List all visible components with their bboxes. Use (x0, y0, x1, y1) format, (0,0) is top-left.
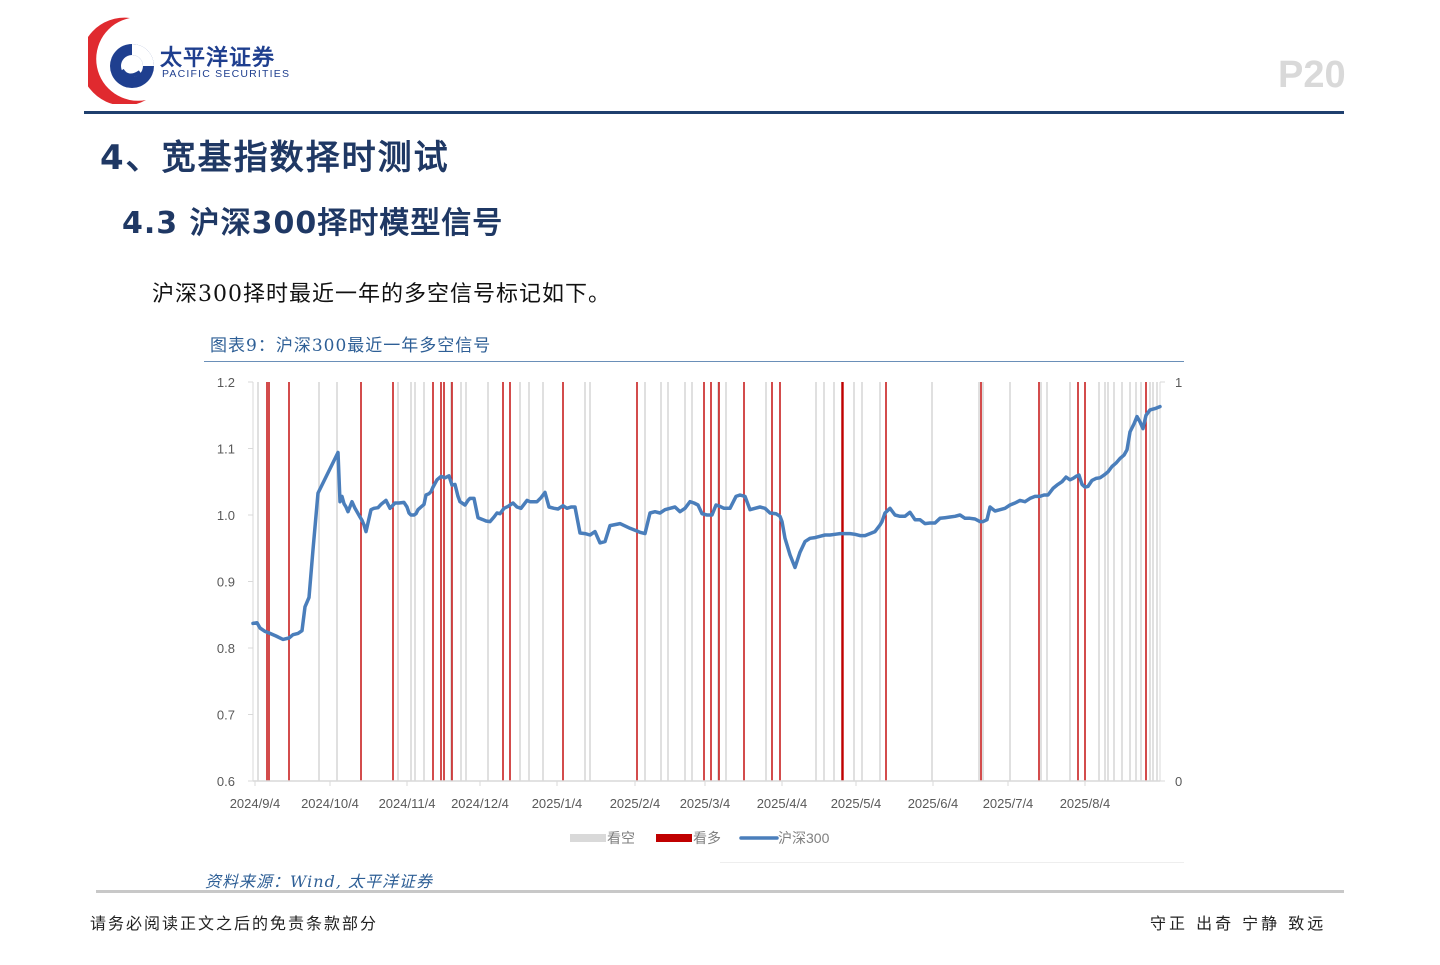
x-tick-label: 2024/10/4 (301, 796, 359, 811)
legend-label: 看多 (693, 830, 721, 846)
footer-disclaimer: 请务必阅读正文之后的免责条款部分 (90, 914, 379, 933)
y2-tick-label: 0 (1175, 774, 1182, 789)
x-tick-label: 2025/5/4 (831, 796, 882, 811)
y-tick-label: 0.7 (217, 708, 235, 723)
legend-swatch-icon (570, 834, 606, 842)
chart-axes: 1.2 1.1 1.0 0.9 0.8 0.7 0.6 1 0 2024/9/4 2024/10/4… (217, 375, 1182, 811)
legend-swatch-icon (656, 834, 692, 842)
footer-divider (96, 890, 1344, 893)
x-tick-label: 2024/11/4 (379, 796, 436, 811)
x-tick-label: 2025/6/4 (908, 796, 959, 811)
section-heading: 4、宽基指数择时测试 (100, 138, 450, 178)
footer-motto: 守正 出奇 宁静 致远 (1150, 914, 1327, 933)
header-divider (84, 111, 1344, 114)
legend-label: 看空 (607, 830, 635, 846)
logo-text-cn: 太平洋证券 (160, 46, 276, 71)
signal-line-chart: 1.2 1.1 1.0 0.9 0.8 0.7 0.6 1 0 2024/9/4 2024/10/4… (217, 375, 1182, 846)
x-tick-label: 2025/3/4 (680, 796, 731, 811)
y-tick-label: 0.9 (217, 575, 235, 590)
y-tick-label: 0.8 (217, 641, 235, 656)
x-tick-label: 2025/1/4 (532, 796, 583, 811)
y-tick-label: 1.2 (217, 375, 235, 390)
x-tick-label: 2025/7/4 (983, 796, 1034, 811)
subsection-heading: 4.3 沪深300择时模型信号 (122, 206, 504, 241)
x-tick-label: 2025/8/4 (1060, 796, 1111, 811)
legend-divider (720, 862, 1184, 863)
y2-tick-label: 1 (1175, 375, 1182, 390)
legend-label: 沪深300 (778, 830, 830, 846)
hs300-series (251, 404, 1162, 642)
x-tick-label: 2024/9/4 (230, 796, 281, 811)
y-tick-label: 1.1 (217, 442, 235, 457)
company-logo-icon (88, 17, 154, 104)
x-tick-label: 2024/12/4 (451, 796, 509, 811)
x-tick-label: 2025/4/4 (757, 796, 808, 811)
figure-title-divider (204, 361, 1184, 362)
chart-legend: 看空 看多 沪深300 (570, 830, 830, 846)
y-tick-label: 1.0 (217, 508, 235, 523)
long-signal-bars (266, 382, 1147, 781)
figure-source: 资料来源：Wind, 太平洋证券 (205, 872, 434, 891)
y-tick-label: 0.6 (217, 774, 235, 789)
x-tick-label: 2025/2/4 (610, 796, 661, 811)
figure-title: 图表9：沪深300最近一年多空信号 (210, 336, 492, 356)
hs300-line (251, 404, 1162, 642)
body-paragraph: 沪深300择时最近一年的多空信号标记如下。 (152, 282, 611, 307)
short-signal-bars (257, 382, 1158, 781)
page-number: P20 (1278, 54, 1346, 96)
logo-text-en: PACIFIC SECURITIES (162, 68, 291, 80)
